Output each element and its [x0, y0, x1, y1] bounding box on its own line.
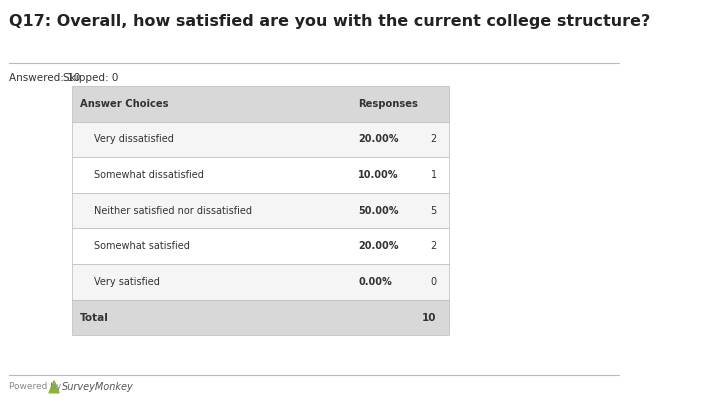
Text: Responses: Responses [358, 99, 418, 109]
Text: Answer Choices: Answer Choices [80, 99, 168, 109]
FancyBboxPatch shape [72, 86, 449, 122]
Text: 20.00%: 20.00% [358, 134, 399, 144]
Text: Total: Total [80, 313, 109, 322]
Text: 10: 10 [422, 313, 437, 322]
Text: Somewhat satisfied: Somewhat satisfied [94, 241, 190, 251]
Polygon shape [49, 381, 59, 393]
Text: Q17: Overall, how satisfied are you with the current college structure?: Q17: Overall, how satisfied are you with… [9, 14, 651, 29]
Text: Neither satisfied nor dissatisfied: Neither satisfied nor dissatisfied [94, 206, 252, 215]
Text: Skipped: 0: Skipped: 0 [63, 73, 118, 83]
FancyBboxPatch shape [72, 157, 449, 193]
Text: 0: 0 [431, 277, 437, 287]
FancyBboxPatch shape [72, 193, 449, 228]
Text: 20.00%: 20.00% [358, 241, 399, 251]
Text: Powered by: Powered by [9, 382, 62, 390]
Text: Very satisfied: Very satisfied [94, 277, 160, 287]
FancyBboxPatch shape [72, 264, 449, 300]
FancyBboxPatch shape [72, 300, 449, 335]
Text: 10.00%: 10.00% [358, 170, 399, 180]
Text: 50.00%: 50.00% [358, 206, 399, 215]
Text: 5: 5 [431, 206, 437, 215]
Text: 0.00%: 0.00% [358, 277, 392, 287]
Text: Answered: 10: Answered: 10 [9, 73, 81, 83]
Text: 2: 2 [431, 134, 437, 144]
FancyBboxPatch shape [72, 228, 449, 264]
Text: Somewhat dissatisfied: Somewhat dissatisfied [94, 170, 204, 180]
Text: SurveyMonkey: SurveyMonkey [62, 382, 133, 392]
FancyBboxPatch shape [72, 122, 449, 157]
Text: 2: 2 [431, 241, 437, 251]
Text: 1: 1 [431, 170, 437, 180]
Text: Very dissatisfied: Very dissatisfied [94, 134, 174, 144]
